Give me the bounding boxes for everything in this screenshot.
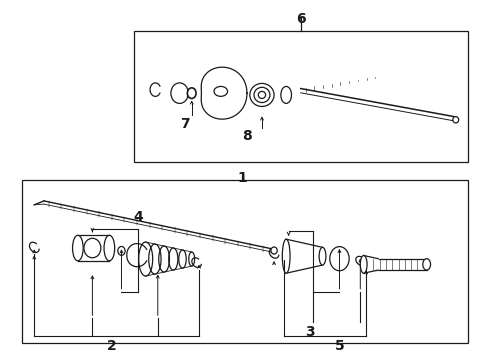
Ellipse shape	[271, 247, 277, 254]
Polygon shape	[127, 244, 147, 267]
Text: 5: 5	[335, 339, 344, 353]
Bar	[134, 31, 468, 162]
Ellipse shape	[453, 117, 459, 123]
Bar	[22, 180, 468, 343]
Ellipse shape	[319, 247, 326, 265]
Ellipse shape	[360, 256, 367, 273]
Ellipse shape	[250, 84, 274, 107]
Ellipse shape	[330, 247, 349, 271]
Text: 2: 2	[107, 339, 117, 353]
Text: 4: 4	[134, 210, 143, 224]
Ellipse shape	[171, 83, 188, 103]
Ellipse shape	[187, 88, 196, 99]
Ellipse shape	[281, 86, 292, 103]
Polygon shape	[201, 67, 247, 119]
Ellipse shape	[118, 247, 125, 255]
Ellipse shape	[282, 239, 290, 273]
Ellipse shape	[104, 235, 115, 261]
Text: 1: 1	[238, 171, 247, 185]
Text: 6: 6	[296, 12, 306, 26]
Polygon shape	[286, 239, 322, 273]
Text: 7: 7	[180, 117, 189, 131]
Polygon shape	[364, 256, 378, 273]
Text: 8: 8	[243, 129, 252, 143]
Ellipse shape	[73, 235, 83, 261]
Ellipse shape	[423, 259, 431, 270]
Text: 3: 3	[306, 325, 315, 339]
